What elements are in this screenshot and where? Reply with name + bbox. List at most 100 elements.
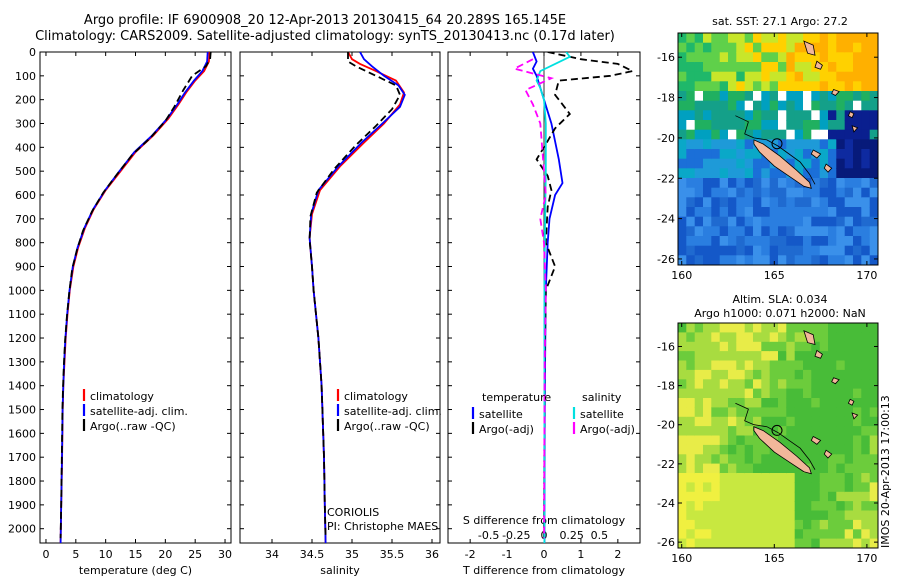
map-cell xyxy=(769,216,779,227)
map-cell xyxy=(869,100,878,111)
map-cell xyxy=(794,81,804,92)
map-cell xyxy=(794,255,804,265)
map-cell xyxy=(703,416,712,427)
map-cell xyxy=(744,187,754,198)
map-cell xyxy=(828,226,837,237)
map-cell xyxy=(844,245,854,256)
map-cell xyxy=(728,332,737,343)
map-cell xyxy=(761,473,771,483)
map-cell xyxy=(686,463,696,474)
map-cell xyxy=(694,398,704,408)
map-cell xyxy=(719,519,729,530)
map-cell xyxy=(844,33,854,44)
legend-entry: satellite-adj. clim. xyxy=(344,405,442,418)
depth-tick-label: 1400 xyxy=(8,380,36,393)
map-cell xyxy=(869,216,878,227)
map-cell xyxy=(769,529,779,540)
map-cell xyxy=(844,379,854,390)
map-cell xyxy=(819,120,829,131)
map-cell xyxy=(678,510,687,521)
map-cell xyxy=(828,510,837,521)
map-cell xyxy=(761,341,771,352)
map-cell xyxy=(786,332,796,343)
map-cell xyxy=(686,510,696,521)
map-cell xyxy=(803,341,812,352)
map-cell xyxy=(869,379,878,390)
map-cell xyxy=(736,236,746,247)
map-cell xyxy=(719,332,729,343)
map-cell xyxy=(719,33,729,44)
map-cell xyxy=(836,255,846,265)
map-cell xyxy=(719,207,729,218)
landmass-island xyxy=(831,377,840,385)
map-cell xyxy=(761,129,771,140)
map-cell xyxy=(811,407,821,418)
map-cell xyxy=(853,139,862,150)
map-cell xyxy=(869,110,878,121)
map-cell xyxy=(811,323,821,333)
map-cell xyxy=(803,482,812,493)
map-cell xyxy=(736,369,746,380)
series-line-satelliteadjclim xyxy=(59,52,209,543)
map-cell xyxy=(678,482,687,493)
map-cell xyxy=(711,332,721,343)
map-cell xyxy=(819,454,829,465)
map-cell xyxy=(736,81,746,92)
map-cell xyxy=(803,129,812,140)
map-cell xyxy=(811,91,821,102)
map-cell xyxy=(861,538,871,548)
map-cell xyxy=(686,139,696,150)
map-cell xyxy=(694,416,704,427)
map-cell xyxy=(844,178,854,189)
map-cell xyxy=(811,416,821,427)
map-cell xyxy=(728,139,737,150)
map-cell xyxy=(753,416,762,427)
map-cell xyxy=(811,510,821,521)
map-cell xyxy=(828,454,837,465)
map-cell xyxy=(753,454,762,465)
map-cell xyxy=(778,332,787,343)
map-cell xyxy=(744,416,754,427)
map-cell xyxy=(828,187,837,198)
map-cell xyxy=(753,81,762,92)
map-cell xyxy=(769,120,779,131)
map-cell xyxy=(853,510,862,521)
map-cell xyxy=(711,178,721,189)
map-cell xyxy=(753,501,762,512)
x-tick-label: 34 xyxy=(265,548,279,561)
map-cell xyxy=(828,120,837,131)
map-cell xyxy=(736,491,746,502)
map-cell xyxy=(694,473,704,483)
map-cell xyxy=(828,379,837,390)
map-cell xyxy=(794,351,804,362)
map-cell xyxy=(794,120,804,131)
map-cell xyxy=(869,255,878,265)
map-cell xyxy=(819,369,829,380)
map-cell xyxy=(686,226,696,237)
map-cell xyxy=(719,149,729,160)
map-cell xyxy=(736,510,746,521)
map-cell xyxy=(819,360,829,371)
map-cell xyxy=(703,426,712,437)
map-cell xyxy=(786,351,796,362)
map-cell xyxy=(744,407,754,418)
map-cell xyxy=(861,360,871,371)
legend-entry: climatology xyxy=(90,390,154,403)
map-cell xyxy=(719,120,729,131)
map-cell xyxy=(794,139,804,150)
map-cell xyxy=(711,139,721,150)
map-cell xyxy=(869,149,878,160)
map-cell xyxy=(794,416,804,427)
map-cell xyxy=(761,463,771,474)
map-cell xyxy=(678,416,687,427)
map-cell xyxy=(819,323,829,333)
map-cell xyxy=(736,226,746,237)
map-cell xyxy=(744,255,754,265)
map-cell xyxy=(853,129,862,140)
map-cell xyxy=(803,510,812,521)
map-cell xyxy=(711,168,721,179)
map-cell xyxy=(744,197,754,208)
map-cell xyxy=(719,360,729,371)
map-cell xyxy=(694,426,704,437)
map-cell xyxy=(753,435,762,446)
